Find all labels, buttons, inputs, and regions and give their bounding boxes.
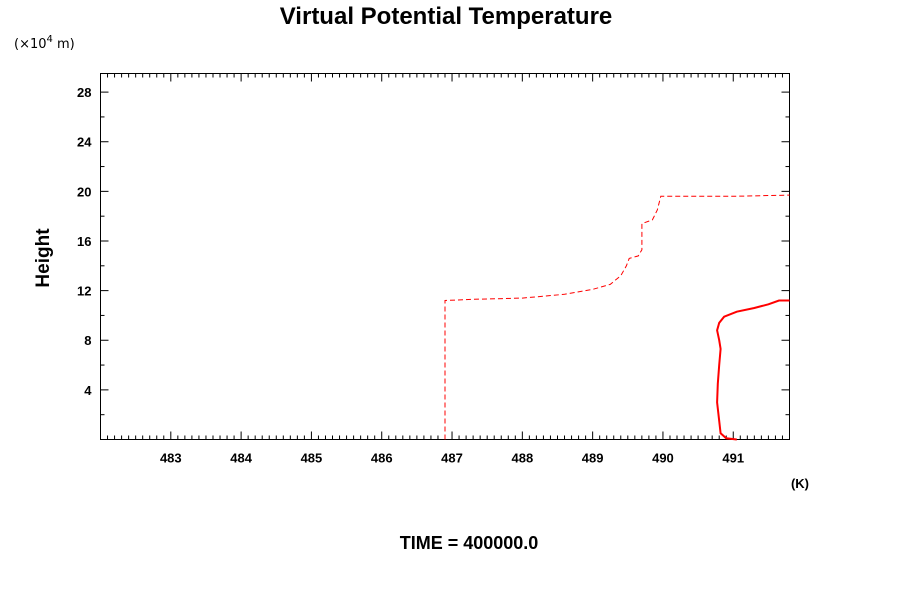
x-tick-label: 489 [582, 451, 604, 466]
x-tick-label: 488 [511, 451, 533, 466]
y-tick-label: 4 [84, 383, 92, 398]
y-tick-label: 24 [77, 135, 92, 150]
axis-ticks [100, 73, 790, 440]
axis-tick-labels: 483 484 485 486 487 488 489 490 491 4 8 12 16 20 24 28 [77, 85, 744, 465]
y-tick-label: 20 [77, 184, 91, 199]
dashed-series-line [444, 194, 790, 440]
y-axis-label: Height [33, 228, 54, 288]
y-tick-label: 16 [77, 234, 91, 249]
y-unit-label: (×104 m) [14, 34, 75, 52]
x-tick-label: 490 [652, 451, 674, 466]
x-tick-label: 484 [230, 451, 252, 466]
x-tick-label: 483 [160, 451, 182, 466]
x-tick-label: 485 [301, 451, 323, 466]
y-tick-label: 12 [77, 284, 91, 299]
y-tick-label: 8 [84, 333, 91, 348]
x-unit-label: (K) [791, 476, 809, 491]
chart-title: Virtual Potential Temperature [280, 3, 613, 30]
time-footer: TIME = 400000.0 [400, 533, 539, 553]
solid-series-line [716, 299, 790, 441]
x-tick-label: 491 [722, 451, 744, 466]
series-layer [444, 194, 790, 441]
y-tick-label: 28 [77, 85, 91, 100]
plot-frame [100, 73, 790, 440]
x-tick-label: 486 [371, 451, 393, 466]
x-tick-label: 487 [441, 451, 463, 466]
